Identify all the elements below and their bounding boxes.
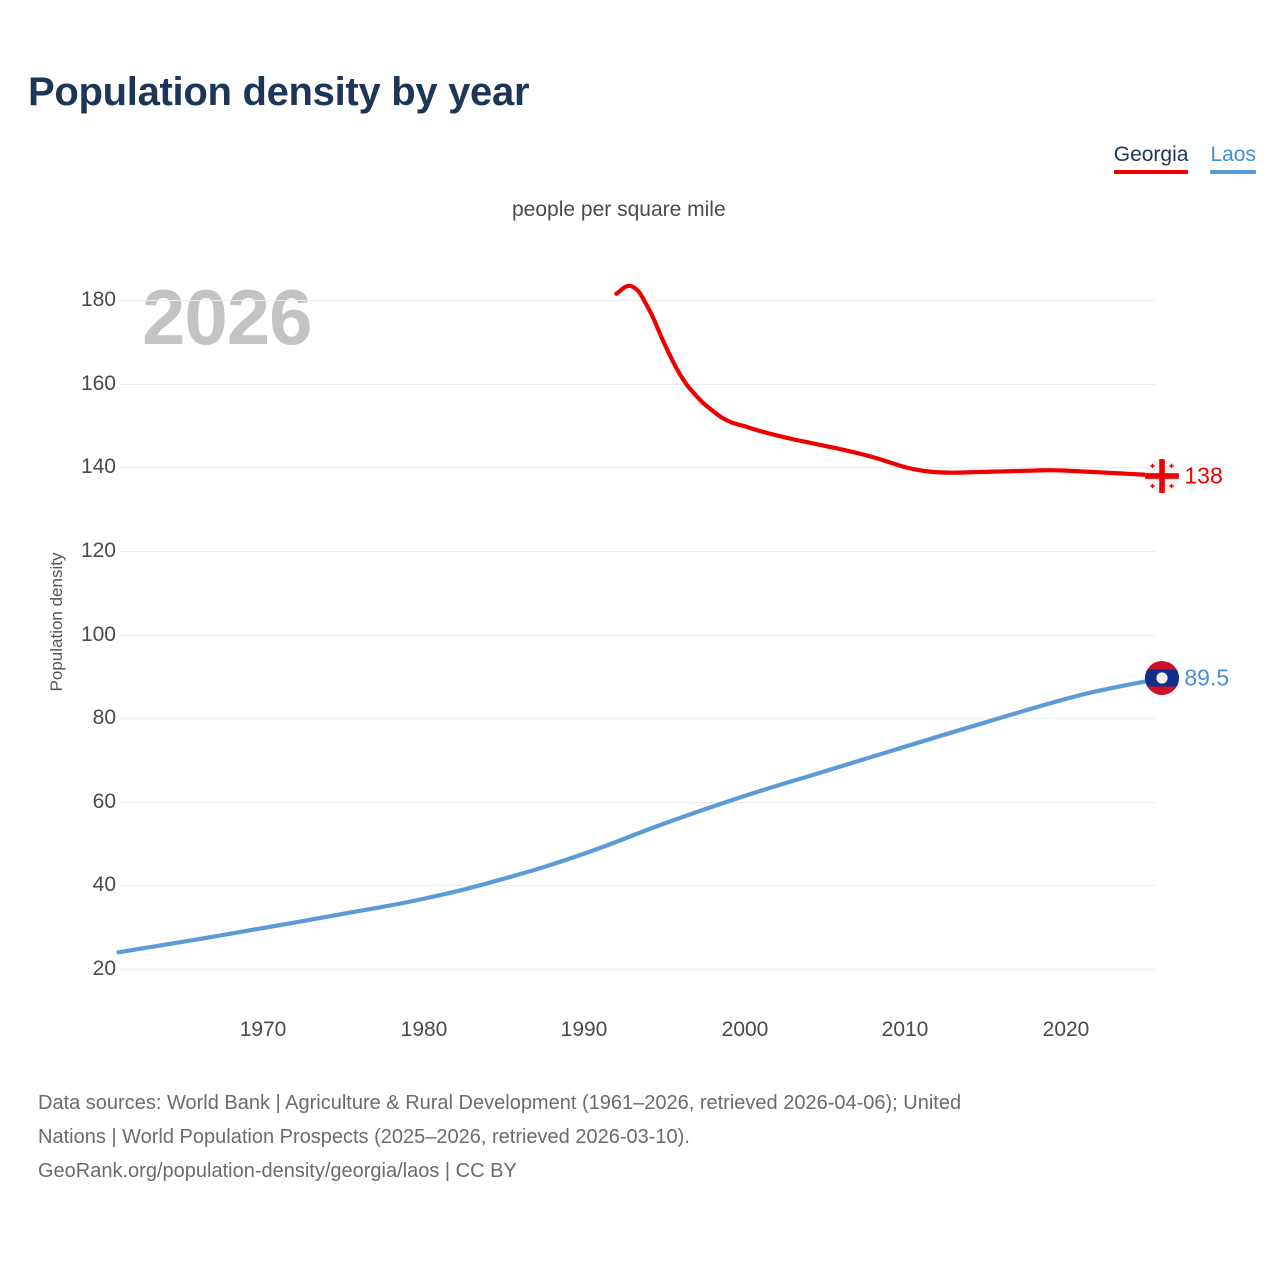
gridline-140: [120, 467, 1155, 468]
x-tick-label: 2020: [1042, 1018, 1090, 1041]
x-tick-label: 2010: [881, 1018, 929, 1041]
legend-label-laos: Laos: [1210, 143, 1256, 166]
footer: Data sources: World Bank | Agriculture &…: [38, 1086, 1260, 1188]
footer-line-1: Data sources: World Bank | Agriculture &…: [38, 1092, 962, 1114]
georgia-flag-icon[interactable]: [1145, 458, 1180, 493]
gridline-180: [120, 300, 1155, 301]
footer-line-2: Nations | World Population Prospects (20…: [38, 1126, 690, 1148]
x-tick-label: 1980: [400, 1018, 448, 1041]
y-tick-label: 40: [92, 873, 116, 896]
legend-rule-georgia: [1113, 170, 1189, 174]
page-title: Population density by year: [28, 70, 530, 114]
gridline-40: [120, 885, 1155, 886]
x-tick-label: 2000: [721, 1018, 769, 1041]
y-tick-label: 80: [92, 706, 116, 729]
footer-line-3: GeoRank.org/population-density/georgia/l…: [38, 1160, 517, 1182]
legend: Georgia Laos: [1113, 143, 1256, 174]
y-tick-label: 160: [80, 372, 116, 395]
year-watermark: 2026: [142, 273, 313, 361]
gridline-160: [120, 384, 1155, 385]
y-tick-label: 20: [92, 957, 116, 980]
gridline-100: [120, 635, 1155, 636]
legend-rule-laos: [1210, 170, 1256, 174]
chart-subtitle: people per square mile: [512, 198, 726, 221]
gridline-20: [120, 969, 1155, 970]
gridline-60: [120, 802, 1155, 803]
laos-flag-icon[interactable]: [1145, 661, 1180, 696]
y-tick-label: 60: [92, 790, 116, 813]
y-tick-label: 140: [80, 455, 116, 478]
laos-value-label: 89.5: [1184, 664, 1230, 691]
x-tick-label: 1970: [239, 1018, 287, 1041]
gridline-80: [120, 718, 1155, 719]
y-tick-label: 120: [80, 539, 116, 562]
y-tick-label: 100: [80, 623, 116, 646]
y-tick-label: 180: [80, 288, 116, 311]
legend-item-laos[interactable]: Laos: [1210, 143, 1256, 174]
x-tick-label: 1990: [560, 1018, 608, 1041]
line-laos[interactable]: [116, 676, 1165, 955]
legend-label-georgia: Georgia: [1113, 143, 1189, 166]
line-georgia[interactable]: [614, 283, 1165, 478]
georgia-value-label: 138: [1184, 462, 1223, 489]
legend-item-georgia[interactable]: Georgia: [1113, 143, 1189, 174]
gridline-120: [120, 551, 1155, 552]
